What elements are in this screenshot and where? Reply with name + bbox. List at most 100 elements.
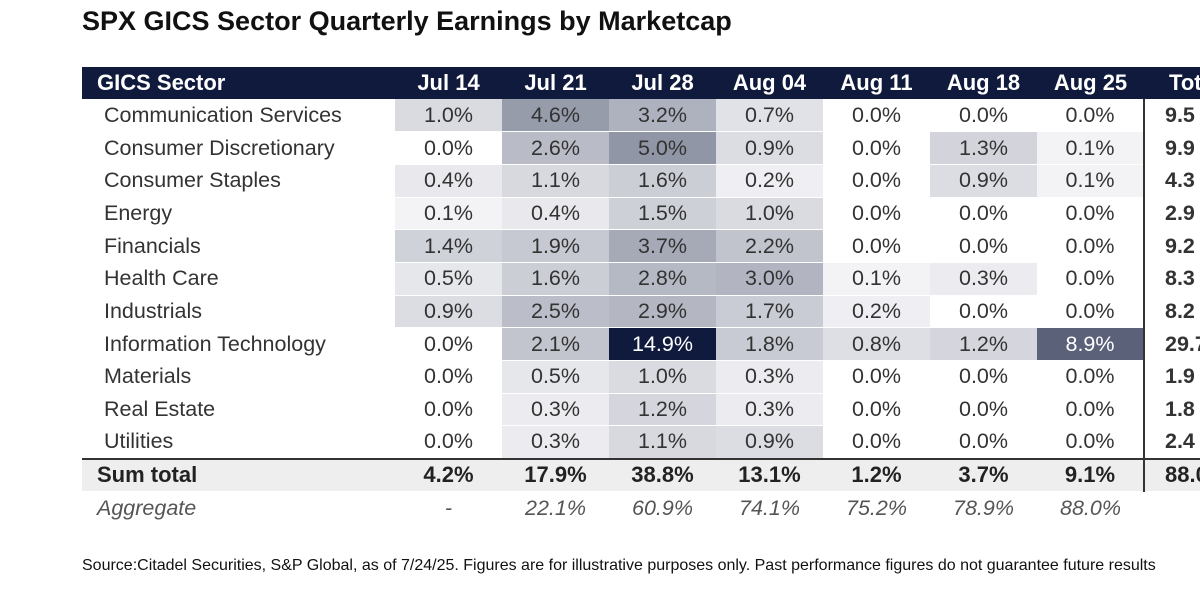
row-total: 29.7 <box>1143 327 1200 361</box>
aggregate-row-total <box>1144 491 1200 526</box>
sum-total-row-label: Sum total <box>82 457 395 493</box>
aggregate-row-cell: 88.0% <box>1037 491 1144 526</box>
heat-cell: 1.0% <box>609 360 716 394</box>
heat-cell: 1.6% <box>609 164 716 198</box>
heat-cell: 2.1% <box>502 327 609 361</box>
heat-cell: 0.1% <box>1037 131 1144 165</box>
heat-cell: 0.5% <box>395 262 502 296</box>
heat-cell: 1.8% <box>716 327 823 361</box>
heat-cell: 0.0% <box>1037 393 1144 427</box>
header-col: Aug 11 <box>823 67 930 99</box>
heat-cell: 0.3% <box>930 262 1037 296</box>
sector-name: Information Technology <box>82 327 395 361</box>
heat-cell: 0.0% <box>395 393 502 427</box>
heat-cell: 1.9% <box>502 229 609 263</box>
heat-cell: 2.2% <box>716 229 823 263</box>
sum-total-row-cell: 1.2% <box>823 457 930 493</box>
table-row: Energy 0.1% 0.4% 1.5% 1.0% 0.0% 0.0% 0.0% 2.9 <box>82 197 1200 231</box>
heat-cell: 1.2% <box>609 393 716 427</box>
heat-cell: 0.0% <box>823 164 930 198</box>
sector-name: Communication Services <box>82 99 395 133</box>
heat-cell: 0.0% <box>1037 229 1144 263</box>
table-body: Communication Services 1.0% 4.6% 3.2% 0.7% 0.… <box>82 99 1200 526</box>
heat-cell: 1.0% <box>395 99 502 133</box>
sum-total-row-cell: 13.1% <box>716 457 823 493</box>
heat-cell: 1.5% <box>609 197 716 231</box>
aggregate-row-cell: - <box>395 491 502 526</box>
heat-cell: 0.1% <box>1037 164 1144 198</box>
row-total: 1.8 <box>1143 393 1200 427</box>
sector-name: Real Estate <box>82 393 395 427</box>
sector-name: Materials <box>82 360 395 394</box>
heat-cell: 2.6% <box>502 131 609 165</box>
table-row: Health Care 0.5% 1.6% 2.8% 3.0% 0.1% 0.3% 0.0% 8… <box>82 262 1200 296</box>
heat-cell: 0.0% <box>930 197 1037 231</box>
heat-cell: 0.0% <box>1037 197 1144 231</box>
heat-cell: 0.0% <box>930 425 1037 460</box>
chart-title: SPX GICS Sector Quarterly Earnings by Ma… <box>82 6 732 36</box>
heat-cell: 1.0% <box>716 197 823 231</box>
heat-cell: 0.0% <box>930 393 1037 427</box>
heat-cell: 1.2% <box>930 327 1037 361</box>
heat-cell: 0.0% <box>395 131 502 165</box>
table-row: Utilities 0.0% 0.3% 1.1% 0.9% 0.0% 0.0% 0.0% 2.4 <box>82 425 1200 460</box>
heat-cell: 1.7% <box>716 295 823 329</box>
sector-name: Consumer Discretionary <box>82 131 395 165</box>
row-total: 4.3 <box>1143 164 1200 198</box>
heat-cell: 0.2% <box>823 295 930 329</box>
heat-cell: 0.0% <box>823 393 930 427</box>
aggregate-row-cell: 22.1% <box>502 491 609 526</box>
sector-name: Energy <box>82 197 395 231</box>
heat-cell: 0.0% <box>1037 425 1144 460</box>
table-header-row: GICS Sector Jul 14 Jul 21 Jul 28 Aug 04 Aug 1… <box>82 67 1200 99</box>
heat-cell: 8.9% <box>1037 327 1144 361</box>
heat-cell: 0.0% <box>1037 295 1144 329</box>
row-total: 9.5 <box>1143 99 1200 133</box>
heat-cell: 0.0% <box>823 229 930 263</box>
heat-cell: 0.4% <box>502 197 609 231</box>
aggregate-row: Aggregate -22.1% 60.9% 74.1% 75.2% 78.9% 88.0% <box>82 491 1200 526</box>
sum-total-row-cell: 4.2% <box>395 457 502 493</box>
heat-cell: 1.3% <box>930 131 1037 165</box>
aggregate-row-cell: 78.9% <box>930 491 1037 526</box>
table-row: Materials 0.0% 0.5% 1.0% 0.3% 0.0% 0.0% 0.0% 1.9 <box>82 360 1200 394</box>
table-row: Communication Services 1.0% 4.6% 3.2% 0.7% 0.… <box>82 99 1200 133</box>
aggregate-row-cell: 74.1% <box>716 491 823 526</box>
sum-total-row-cell: 38.8% <box>609 457 716 493</box>
sector-name: Industrials <box>82 295 395 329</box>
heat-cell: 0.0% <box>930 99 1037 133</box>
table-row: Industrials 0.9% 2.5% 2.9% 1.7% 0.2% 0.0% 0.0% 8… <box>82 295 1200 329</box>
heat-cell: 0.0% <box>823 425 930 460</box>
heat-cell: 14.9% <box>609 327 716 361</box>
row-total: 2.4 <box>1143 425 1200 460</box>
heat-cell: 1.4% <box>395 229 502 263</box>
header-col: Aug 04 <box>716 67 823 99</box>
heat-cell: 0.3% <box>716 393 823 427</box>
sum-total-row-cell: 9.1% <box>1037 457 1144 493</box>
heat-cell: 0.0% <box>395 327 502 361</box>
sum-total-row-cell: 3.7% <box>930 457 1037 493</box>
heat-cell: 0.0% <box>823 99 930 133</box>
heat-cell: 0.0% <box>1037 262 1144 296</box>
heat-cell: 0.1% <box>823 262 930 296</box>
row-total: 2.9 <box>1143 197 1200 231</box>
heat-cell: 0.0% <box>930 295 1037 329</box>
heat-cell: 0.9% <box>930 164 1037 198</box>
heat-cell: 1.6% <box>502 262 609 296</box>
heat-cell: 2.5% <box>502 295 609 329</box>
row-total: 9.2 <box>1143 229 1200 263</box>
heat-cell: 3.7% <box>609 229 716 263</box>
heat-cell: 0.0% <box>395 360 502 394</box>
row-total: 8.2 <box>1143 295 1200 329</box>
table-row: Real Estate 0.0% 0.3% 1.2% 0.3% 0.0% 0.0% 0.0% 1… <box>82 393 1200 427</box>
heat-cell: 1.1% <box>609 425 716 460</box>
table-row: Consumer Staples 0.4% 1.1% 1.6% 0.2% 0.0% 0.9%… <box>82 164 1200 198</box>
sum-total-row-cell: 17.9% <box>502 457 609 493</box>
heat-cell: 0.3% <box>502 393 609 427</box>
heat-cell: 0.2% <box>716 164 823 198</box>
heat-cell: 0.0% <box>1037 99 1144 133</box>
heat-cell: 0.9% <box>395 295 502 329</box>
header-col: Jul 21 <box>502 67 609 99</box>
heat-cell: 0.0% <box>1037 360 1144 394</box>
heat-cell: 0.4% <box>395 164 502 198</box>
